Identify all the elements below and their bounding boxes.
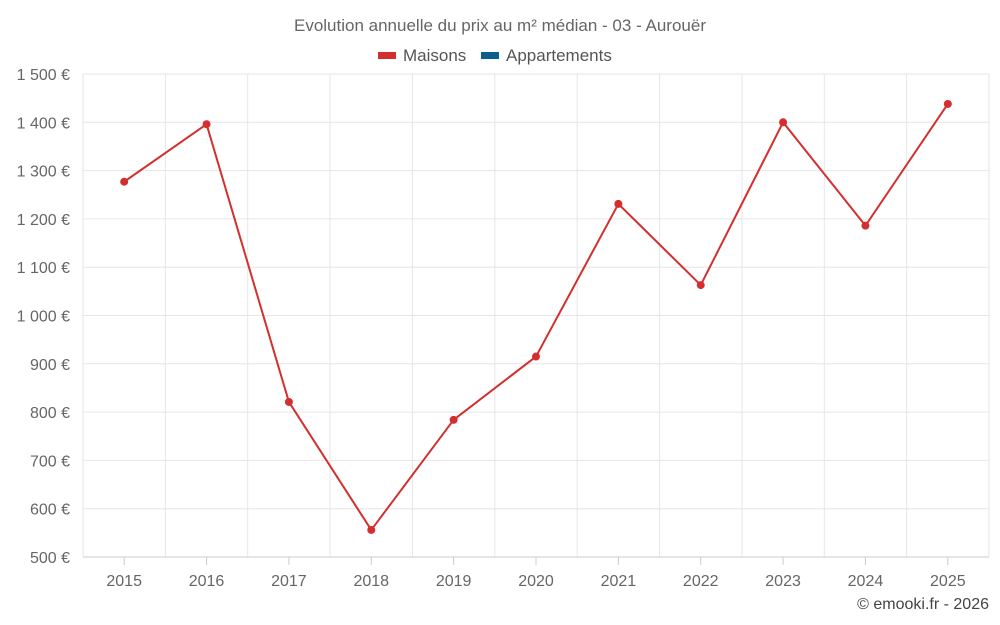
y-tick-label: 1 000 €	[17, 309, 70, 326]
x-tick-label: 2025	[930, 573, 966, 590]
data-point-maisons[interactable]	[943, 99, 952, 108]
grid	[82, 73, 990, 558]
data-point-maisons[interactable]	[367, 525, 376, 534]
x-tick-label: 2017	[271, 573, 307, 590]
x-tick-label: 2021	[601, 573, 637, 590]
y-tick-label: 1 100 €	[17, 260, 70, 277]
y-tick-label: 1 200 €	[17, 212, 70, 229]
data-point-maisons[interactable]	[861, 221, 870, 230]
y-tick-label: 700 €	[30, 453, 70, 470]
x-axis: 2015 2016 2017 2018 2019 2020 2021 2022 2023 2024…	[83, 556, 989, 590]
y-tick-label: 900 €	[30, 357, 70, 374]
y-tick-label: 1 500 €	[17, 67, 70, 84]
x-tick-label: 2023	[765, 573, 801, 590]
data-point-maisons[interactable]	[284, 397, 293, 406]
x-tick-label: 2019	[436, 573, 472, 590]
x-tick-label: 2020	[518, 573, 554, 590]
x-tick-label: 2015	[106, 573, 142, 590]
legend-swatch-appartements	[481, 52, 499, 59]
data-point-maisons[interactable]	[202, 120, 211, 129]
y-tick-label: 1 400 €	[17, 115, 70, 132]
y-tick-label: 600 €	[30, 502, 70, 519]
legend: Maisons Appartements	[378, 46, 612, 65]
y-tick-label: 1 300 €	[17, 164, 70, 181]
data-point-maisons[interactable]	[696, 281, 705, 290]
data-point-maisons[interactable]	[120, 177, 129, 186]
chart-title: Evolution annuelle du prix au m² médian …	[294, 16, 706, 35]
legend-item-appartements[interactable]: Appartements	[481, 46, 612, 65]
credit: © emooki.fr - 2026	[857, 596, 989, 613]
plot-area	[120, 99, 952, 534]
x-tick-label: 2016	[189, 573, 225, 590]
data-point-maisons[interactable]	[532, 352, 540, 361]
legend-item-maisons[interactable]: Maisons	[378, 46, 466, 65]
data-point-maisons[interactable]	[449, 415, 458, 424]
y-axis: 500 € 600 € 700 € 800 € 900 € 1 000 € 1 100 € 1…	[17, 67, 70, 567]
x-tick-label: 2024	[848, 573, 884, 590]
legend-label-maisons: Maisons	[403, 46, 466, 65]
data-point-maisons[interactable]	[614, 199, 623, 208]
y-tick-label: 500 €	[30, 550, 70, 567]
y-tick-label: 800 €	[30, 405, 70, 422]
data-point-maisons[interactable]	[779, 118, 788, 127]
x-tick-label: 2018	[353, 573, 389, 590]
legend-label-appartements: Appartements	[506, 46, 612, 65]
x-tick-label: 2022	[683, 573, 719, 590]
legend-swatch-maisons	[378, 52, 396, 59]
